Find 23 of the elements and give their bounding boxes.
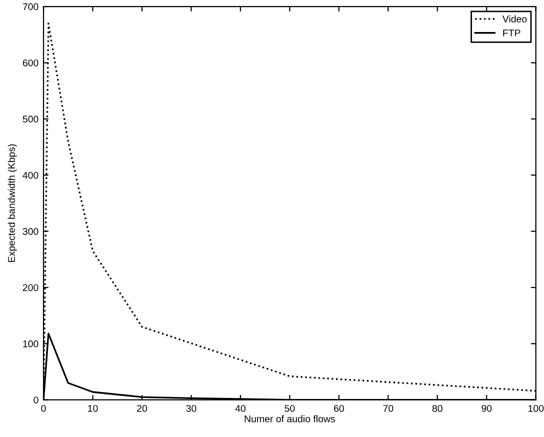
y-tick-label: 700 <box>22 3 38 10</box>
x-tick-label: 90 <box>482 404 492 412</box>
y-axis-title: Expected bandwidth (Kbps) <box>8 144 17 262</box>
y-tick-label: 600 <box>22 59 38 66</box>
x-tick-label: 0 <box>41 404 46 412</box>
y-tick-label: 400 <box>22 172 38 179</box>
legend-label: FTP <box>503 30 520 36</box>
x-tick-label: 40 <box>235 404 246 412</box>
legend-label: Video <box>502 15 527 22</box>
x-tick-label: 100 <box>528 404 544 412</box>
x-tick-label: 50 <box>284 404 295 412</box>
x-tick-label: 10 <box>88 404 98 412</box>
x-axis-title: Numer of audio flows <box>244 415 335 422</box>
x-tick-label: 30 <box>186 404 196 412</box>
x-tick-label: 70 <box>383 404 394 412</box>
y-tick-label: 200 <box>22 284 38 292</box>
y-tick-label: 300 <box>22 228 38 235</box>
x-tick-label: 80 <box>432 404 442 412</box>
y-tick-label: 100 <box>23 340 38 348</box>
y-tick-label: 500 <box>22 116 38 123</box>
x-tick-label: 60 <box>334 404 344 412</box>
y-tick-label: 0 <box>34 396 38 404</box>
x-tick-label: 20 <box>137 404 148 412</box>
